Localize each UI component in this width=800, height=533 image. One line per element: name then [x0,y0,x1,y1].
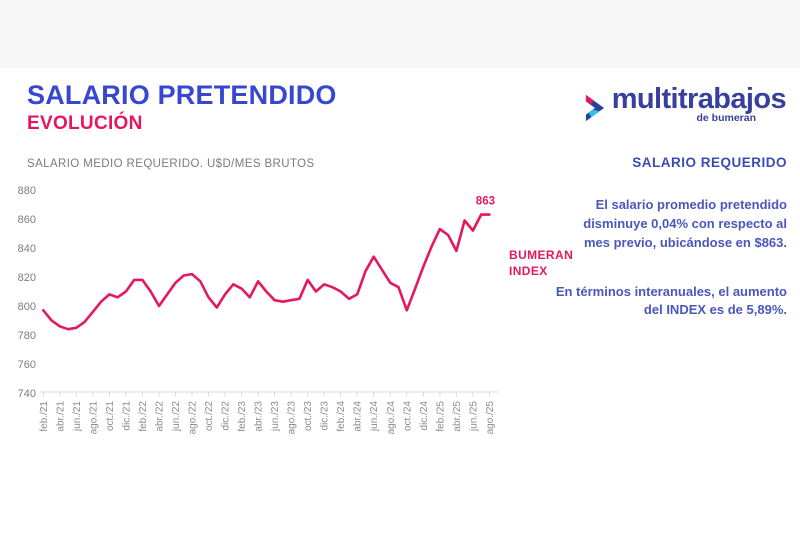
svg-text:840: 840 [18,243,36,255]
svg-text:780: 780 [18,330,36,342]
svg-text:860: 860 [18,214,36,226]
svg-text:ago./21: ago./21 [88,401,99,435]
x-axis: feb./21 abr./21 jun./21 ago./21 oct./21 dic./… [39,391,498,435]
end-value-label: 863 [476,196,495,208]
svg-text:oct./22: oct./22 [204,401,215,431]
svg-text:oct./24: oct./24 [402,401,413,431]
svg-text:880: 880 [18,185,36,197]
svg-text:ago./25: ago./25 [485,401,496,435]
svg-text:760: 760 [18,359,36,371]
y-axis-labels: 740 760 780 800 820 840 860 880 [18,185,36,400]
panel-paragraph-1: El salario promedio pretendido disminuye… [583,197,787,250]
svg-text:ago./22: ago./22 [188,401,199,435]
brand-wordmark: multitrabajos [611,83,787,115]
svg-text:abr./23: abr./23 [254,401,265,432]
svg-text:820: 820 [18,272,36,284]
page-subtitle: EVOLUCIÓN [27,113,143,134]
svg-text:740: 740 [18,388,36,400]
svg-text:feb./24: feb./24 [336,401,347,432]
svg-text:dic./22: dic./22 [221,401,232,431]
series-label-line2: INDEX [509,264,548,279]
chart-caption: SALARIO MEDIO REQUERIDO. U$D/MES BRUTOS [27,158,315,170]
panel-heading: SALARIO REQUERIDO [632,155,787,170]
svg-text:800: 800 [18,301,36,313]
svg-text:feb./21: feb./21 [39,401,50,432]
top-band [0,0,800,68]
svg-text:abr./22: abr./22 [154,401,165,432]
svg-text:jun./24: jun./24 [369,401,380,432]
panel-paragraph-2: En términos interanuales, el aumento del… [555,283,787,318]
svg-text:abr./21: abr./21 [55,401,66,432]
svg-text:dic./23: dic./23 [320,401,331,431]
svg-text:jun./23: jun./23 [270,401,281,432]
svg-text:oct./21: oct./21 [105,401,116,431]
brand-chevron-icon [585,94,604,122]
svg-text:dic./24: dic./24 [419,401,430,431]
salary-series-line [41,213,491,331]
svg-text:feb./22: feb./22 [138,401,149,432]
page-title: SALARIO PRETENDIDO [27,80,337,110]
svg-text:ago./24: ago./24 [386,401,397,435]
brand-logo: multitrabajos de bumeran [581,83,787,128]
series-label: BUMERAN INDEX [509,247,573,279]
svg-text:dic./21: dic./21 [121,401,132,431]
svg-text:abr./24: abr./24 [353,401,364,432]
svg-text:feb./25: feb./25 [435,401,446,432]
brand-subbrand: de bumeran [696,112,756,125]
svg-text:jun./25: jun./25 [468,401,479,432]
commentary-panel: SALARIO REQUERIDO El salario promedio pr… [555,155,787,350]
svg-text:jun./22: jun./22 [171,401,182,432]
svg-text:feb./23: feb./23 [237,401,248,432]
svg-text:ago./23: ago./23 [287,401,298,435]
svg-text:oct./23: oct./23 [303,401,314,431]
svg-text:abr./25: abr./25 [452,401,463,432]
brand-logo-text: multitrabajos de bumeran [611,83,787,125]
svg-text:jun./21: jun./21 [72,401,83,432]
series-label-line1: BUMERAN [509,248,574,262]
salary-line-chart: 740 760 780 800 820 840 860 880 feb./21 abr./21 ju… [0,180,570,460]
